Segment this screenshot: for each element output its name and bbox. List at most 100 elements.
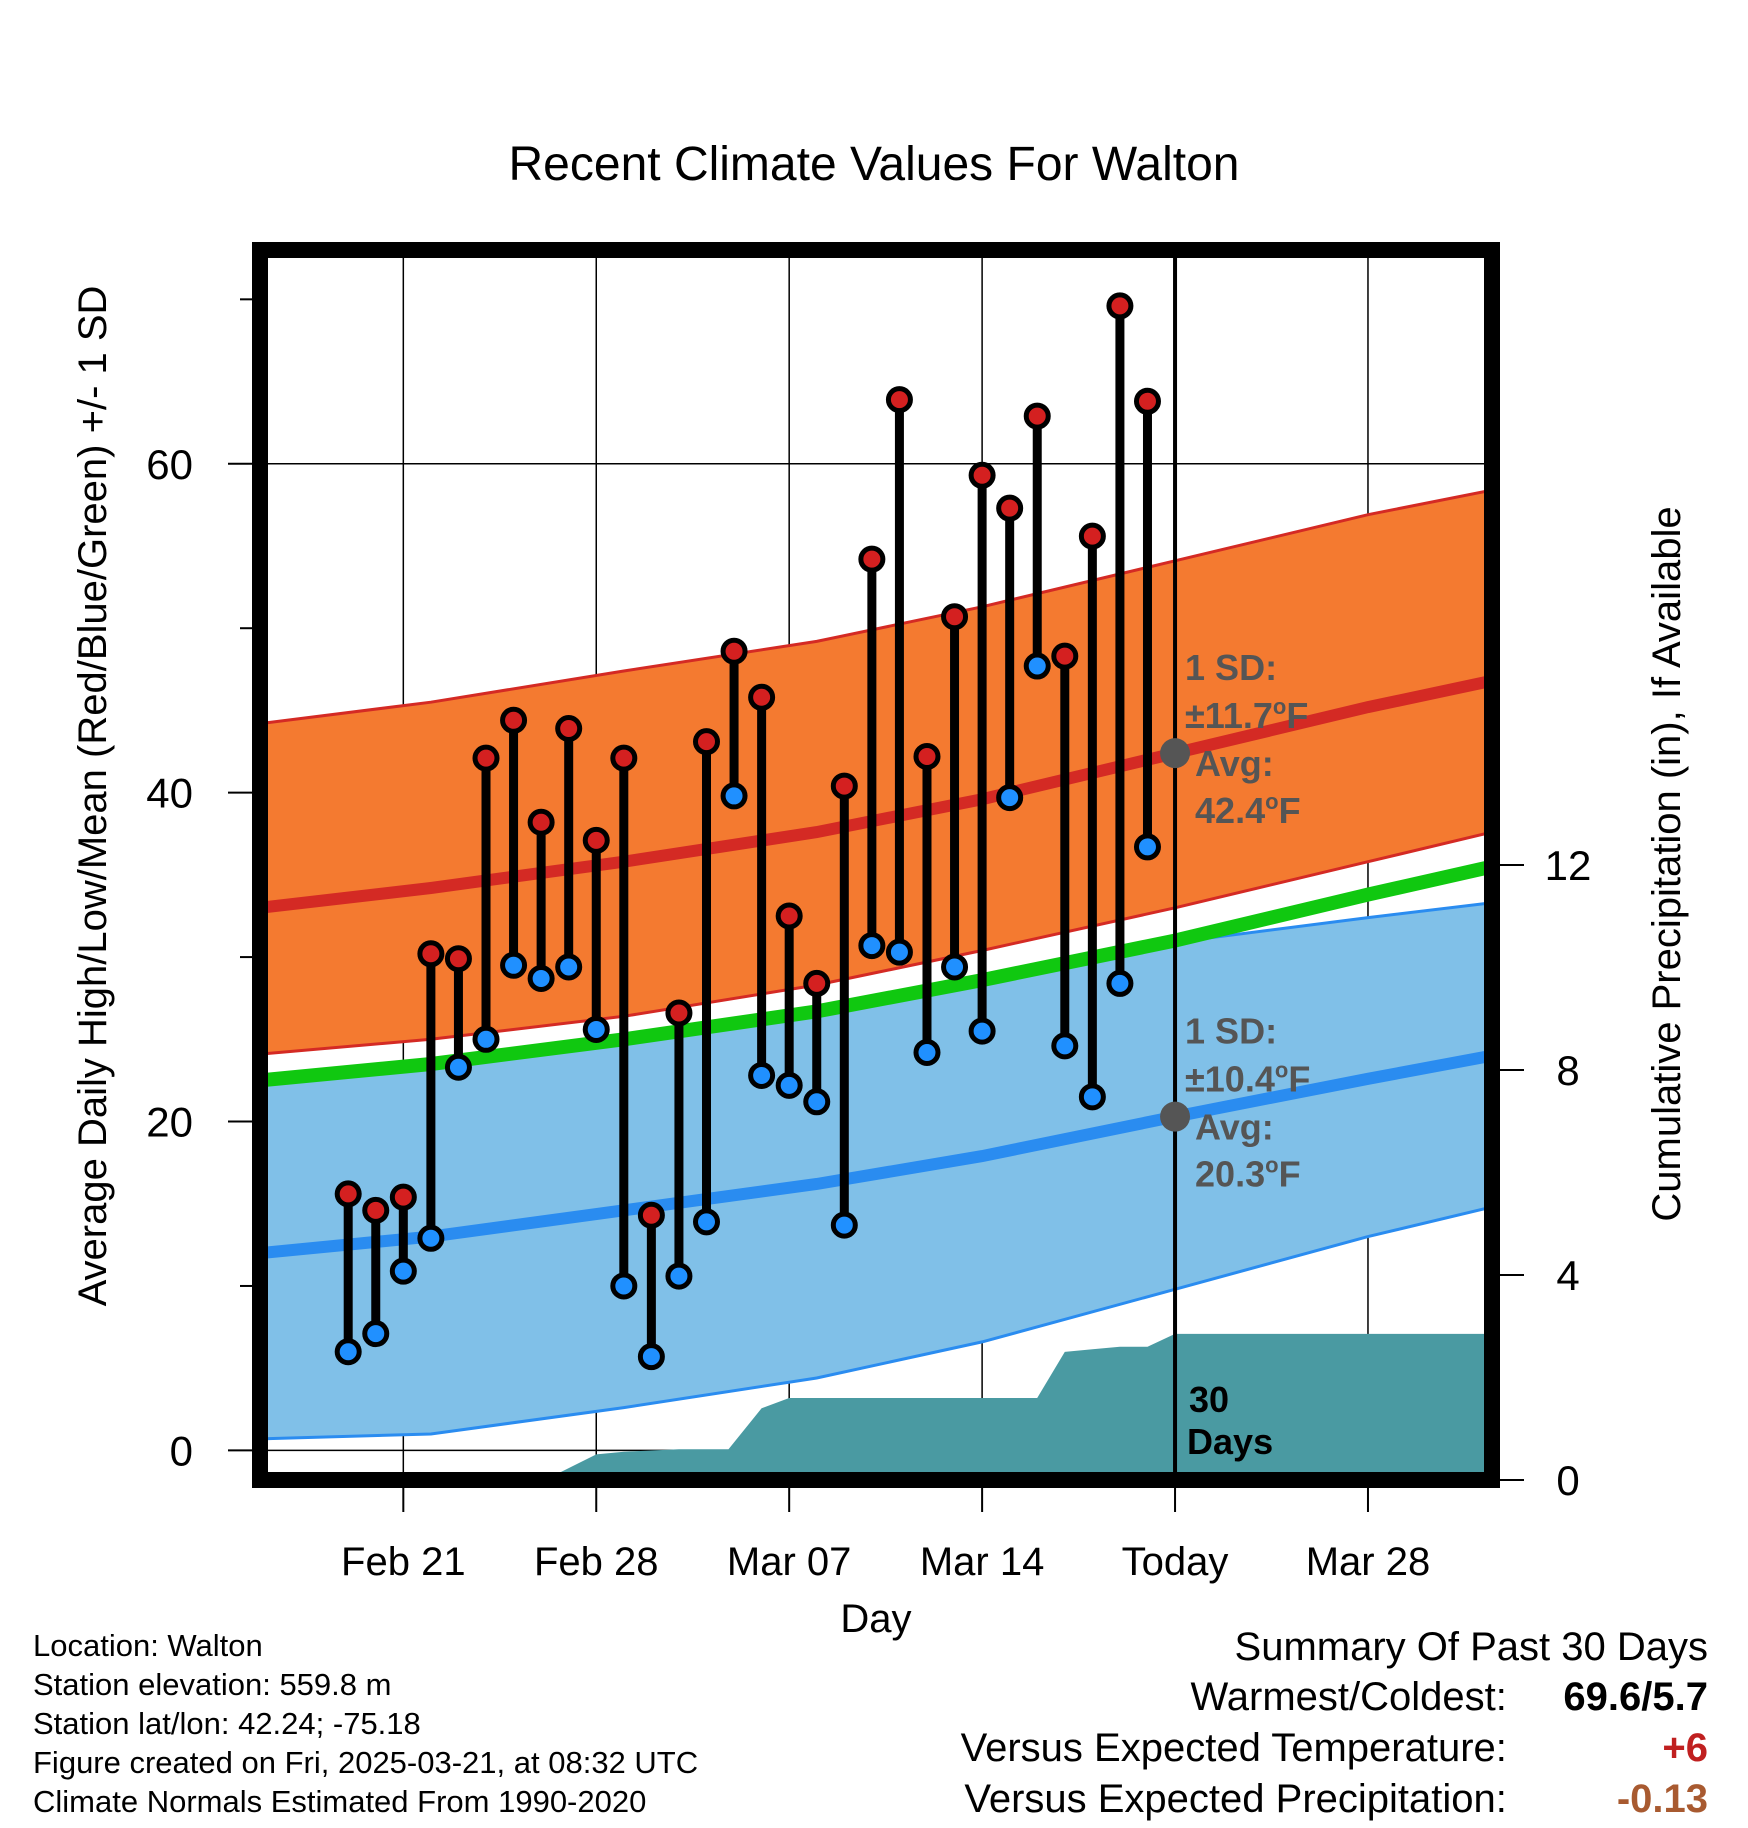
daily-high-point bbox=[637, 1201, 665, 1229]
daily-low-point bbox=[720, 782, 748, 810]
daily-high-point bbox=[362, 1196, 390, 1224]
daily-high-point bbox=[720, 637, 748, 665]
low-sd-label: 1 SD: bbox=[1185, 1011, 1277, 1052]
summary-panel: Summary Of Past 30 Days Warmest/Coldest:… bbox=[961, 1622, 1708, 1825]
low-avg-value: 20.3oF bbox=[1195, 1153, 1301, 1195]
summary-precip-label: Versus Expected Precipitation: bbox=[964, 1777, 1507, 1821]
location-text: Location: Walton bbox=[33, 1628, 263, 1663]
x-tick-label: Mar 07 bbox=[727, 1540, 852, 1584]
daily-low-point bbox=[803, 1088, 831, 1116]
x-tick-label: Feb 21 bbox=[341, 1540, 466, 1584]
low-sd-value: ±10.4oF bbox=[1185, 1058, 1310, 1100]
daily-low-point bbox=[555, 953, 583, 981]
elevation-text: Station elevation: 559.8 m bbox=[33, 1667, 392, 1702]
daily-high-point bbox=[555, 715, 583, 743]
daily-low-point bbox=[444, 1053, 472, 1081]
daily-high-point bbox=[417, 940, 445, 968]
daily-low-point bbox=[637, 1343, 665, 1371]
daily-low-point bbox=[417, 1224, 445, 1252]
daily-high-point bbox=[803, 969, 831, 997]
daily-high-point bbox=[389, 1183, 417, 1211]
y-right-tick-label: 8 bbox=[1556, 1047, 1579, 1094]
daily-high-point bbox=[334, 1180, 362, 1208]
daily-low-point bbox=[362, 1320, 390, 1348]
daily-high-point bbox=[1078, 522, 1106, 550]
daily-high-point bbox=[858, 545, 886, 573]
daily-high-point bbox=[527, 808, 555, 836]
high-avg-value: 42.4oF bbox=[1195, 789, 1301, 831]
daily-low-point bbox=[748, 1061, 776, 1089]
annotations: 1 SD: ±11.7oF Avg: 42.4oF 1 SD: ±10.4oF Avg: 20… bbox=[1160, 647, 1310, 1195]
daily-high-point bbox=[692, 728, 720, 756]
daily-low-point bbox=[913, 1038, 941, 1066]
daily-high-point bbox=[1051, 642, 1079, 670]
daily-high-point bbox=[830, 772, 858, 800]
daily-low-point bbox=[1106, 969, 1134, 997]
x-tick-label: Mar 14 bbox=[920, 1540, 1045, 1584]
x-tick-label: Today bbox=[1122, 1540, 1229, 1584]
daily-low-point bbox=[472, 1025, 500, 1053]
daily-low-point bbox=[334, 1338, 362, 1366]
summary-warmest-row: Warmest/Coldest: 69.6/5.7 bbox=[961, 1672, 1709, 1723]
daily-low-point bbox=[941, 953, 969, 981]
high-lower-edge bbox=[260, 830, 1492, 1056]
daily-low-point bbox=[500, 951, 528, 979]
daily-high-point bbox=[444, 945, 472, 973]
daily-low-point bbox=[1133, 833, 1161, 861]
summary-temp-label: Versus Expected Temperature: bbox=[960, 1726, 1507, 1770]
chart-title: Recent Climate Values For Walton bbox=[509, 138, 1240, 191]
daily-high-point bbox=[665, 999, 693, 1027]
daily-high-point bbox=[748, 683, 776, 711]
low-normal-line bbox=[260, 1049, 1492, 1260]
summary-title: Summary Of Past 30 Days bbox=[1234, 1625, 1708, 1669]
high-sd-value: ±11.7oF bbox=[1185, 694, 1308, 736]
daily-high-point bbox=[472, 744, 500, 772]
daily-low-point bbox=[610, 1272, 638, 1300]
daily-low-point bbox=[1023, 652, 1051, 680]
daily-low-point bbox=[665, 1262, 693, 1290]
y-tick-label: 20 bbox=[146, 1099, 193, 1146]
summary-warmest-label: Warmest/Coldest: bbox=[1190, 1675, 1507, 1719]
high-sd-label: 1 SD: bbox=[1185, 647, 1277, 688]
precip-area-fill bbox=[260, 1333, 1492, 1480]
today-days-label: Days bbox=[1187, 1421, 1273, 1462]
summary-warmest-value: 69.6/5.7 bbox=[1563, 1675, 1708, 1719]
y-tick-label: 40 bbox=[146, 770, 193, 817]
created-text: Figure created on Fri, 2025-03-21, at 08… bbox=[33, 1745, 699, 1780]
low-avg-label: Avg: bbox=[1195, 1107, 1274, 1148]
daily-low-point bbox=[996, 784, 1024, 812]
daily-low-point bbox=[1051, 1032, 1079, 1060]
y-right-tick-label: 0 bbox=[1556, 1457, 1579, 1504]
daily-low-point bbox=[885, 938, 913, 966]
axes: 0 20 40 60 0 4 8 12 Feb 21 Feb 28 Mar 07 Mar 14 Toda… bbox=[146, 298, 1592, 1584]
daily-high-point bbox=[1133, 387, 1161, 415]
y-axis-right-label: Cumulative Precipitation (in), If Availa… bbox=[1645, 506, 1689, 1221]
daily-low-point bbox=[775, 1071, 803, 1099]
summary-temp-value: +6 bbox=[1662, 1726, 1708, 1770]
daily-high-point bbox=[610, 744, 638, 772]
latlon-text: Station lat/lon: 42.24; -75.18 bbox=[33, 1706, 421, 1741]
daily-low-point bbox=[968, 1017, 996, 1045]
daily-low-point bbox=[527, 964, 555, 992]
low-avg-marker bbox=[1160, 1101, 1191, 1132]
summary-temp-row: Versus Expected Temperature: +6 bbox=[961, 1723, 1708, 1774]
today-days-label: 30 bbox=[1189, 1379, 1229, 1420]
daily-high-point bbox=[885, 386, 913, 414]
x-tick-label: Mar 28 bbox=[1306, 1540, 1431, 1584]
y-tick-label: 60 bbox=[146, 441, 193, 488]
daily-low-point bbox=[389, 1257, 417, 1285]
normals-text: Climate Normals Estimated From 1990-2020 bbox=[33, 1784, 647, 1819]
y-right-tick-label: 4 bbox=[1556, 1252, 1579, 1299]
y-tick-label: 0 bbox=[170, 1427, 193, 1474]
daily-high-point bbox=[968, 461, 996, 489]
daily-high-point bbox=[913, 742, 941, 770]
daily-low-point bbox=[1078, 1083, 1106, 1111]
daily-range-bars bbox=[334, 292, 1161, 1371]
daily-low-point bbox=[692, 1208, 720, 1236]
high-avg-label: Avg: bbox=[1195, 743, 1274, 784]
y-right-tick-label: 12 bbox=[1545, 842, 1592, 889]
daily-low-point bbox=[830, 1211, 858, 1239]
daily-low-point bbox=[858, 932, 886, 960]
